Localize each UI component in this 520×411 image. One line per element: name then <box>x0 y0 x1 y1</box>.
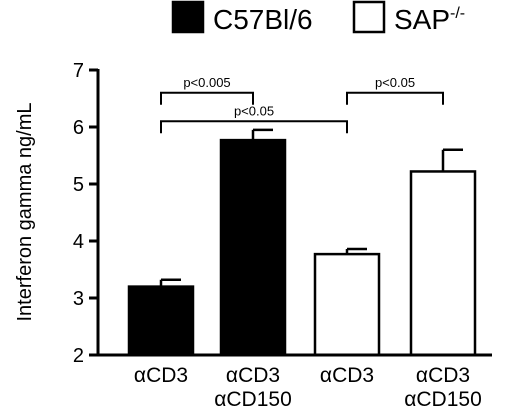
significance-bracket <box>160 120 348 134</box>
x-tick-label: αCD150 <box>214 388 292 411</box>
significance-bracket <box>160 91 254 105</box>
legend-superscript: -/- <box>450 5 465 22</box>
bars <box>127 128 477 357</box>
y-axis-ticks: 2 3 4 5 6 7 <box>73 60 98 367</box>
y-axis-label: Interferon gamma ng/mL <box>14 103 36 322</box>
y-tick-label: 7 <box>73 60 84 82</box>
legend: C57Bl/6 SAP-/- <box>171 0 465 35</box>
x-tick-label: αCD3 <box>320 364 374 387</box>
legend-label: SAP-/- <box>394 4 465 35</box>
x-tick-label: αCD3 <box>416 364 470 387</box>
y-tick-label: 5 <box>73 174 84 196</box>
y-tick-label: 3 <box>73 288 84 310</box>
y-tick-label: 4 <box>73 231 84 253</box>
significance-annotations: p<0.005 p<0.05 p<0.05 <box>160 75 444 134</box>
p-value-label: p<0.05 <box>375 75 415 90</box>
x-tick-label: αCD3 <box>226 364 280 387</box>
x-tick-label: αCD150 <box>404 388 482 411</box>
legend-swatch <box>352 0 386 34</box>
legend-swatch <box>171 0 205 34</box>
p-value-label: p<0.005 <box>183 75 230 90</box>
bar <box>409 170 477 357</box>
y-tick-label: 6 <box>73 117 84 139</box>
bar <box>127 285 195 357</box>
p-value-label: p<0.05 <box>234 103 274 118</box>
y-tick-label: 2 <box>73 345 84 367</box>
significance-bracket <box>346 91 444 105</box>
bar <box>313 252 381 357</box>
x-tick-label: αCD3 <box>134 364 188 387</box>
legend-label: C57Bl/6 <box>213 4 313 35</box>
bar <box>219 138 287 357</box>
